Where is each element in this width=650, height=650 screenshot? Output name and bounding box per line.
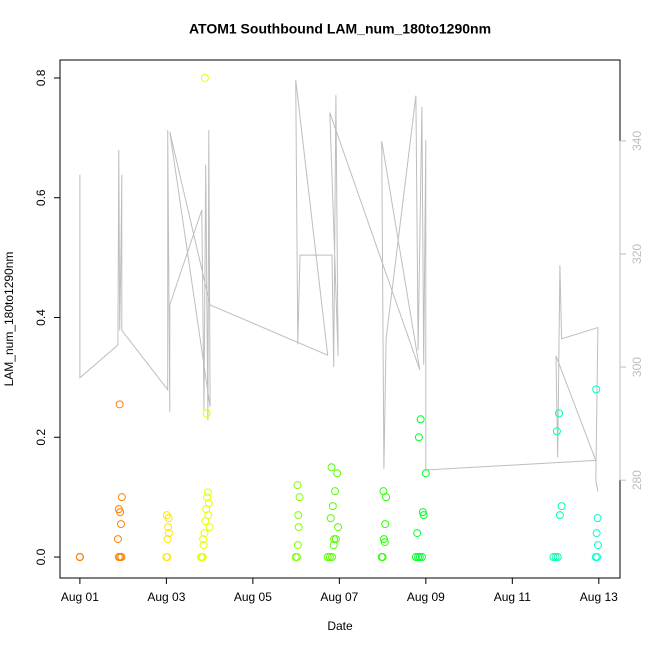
- point: [294, 523, 303, 532]
- x-tick-label: Aug 01: [61, 590, 99, 604]
- point: [334, 523, 343, 532]
- point: [203, 488, 212, 497]
- point: [549, 553, 558, 562]
- x-tick-label: Aug 09: [407, 590, 445, 604]
- y-axis-label: LAM_num_180to1290nm: [2, 252, 16, 387]
- point: [330, 535, 339, 544]
- point: [113, 535, 122, 544]
- point: [327, 463, 336, 472]
- point: [328, 553, 336, 562]
- point: [295, 493, 304, 502]
- point: [162, 511, 171, 520]
- point: [199, 535, 208, 544]
- x-axis-label: Date: [327, 619, 353, 633]
- line-series: [79, 79, 599, 492]
- x-tick-label: Aug 13: [580, 590, 618, 604]
- point: [592, 529, 601, 538]
- y-tick-label: 0.6: [34, 189, 48, 206]
- point: [415, 553, 424, 562]
- point: [117, 493, 126, 502]
- point: [414, 433, 423, 442]
- y2-tick-label: 340: [630, 131, 644, 151]
- point: [75, 553, 84, 562]
- point: [164, 523, 173, 532]
- point: [553, 553, 562, 562]
- x-tick-label: Aug 05: [234, 590, 272, 604]
- point: [164, 529, 173, 538]
- point: [331, 487, 340, 496]
- point: [163, 553, 172, 562]
- point: [293, 541, 302, 550]
- point: [323, 553, 332, 562]
- y-tick-label: 0.2: [34, 429, 48, 446]
- x-tick-label: Aug 03: [147, 590, 185, 604]
- point: [381, 520, 390, 529]
- point: [115, 400, 124, 409]
- point: [116, 508, 125, 517]
- point: [116, 520, 125, 529]
- y2-tick-label: 280: [630, 470, 644, 490]
- point: [593, 553, 602, 562]
- point: [205, 523, 214, 532]
- chart-title: ATOM1 Southbound LAM_num_180to1290nm: [189, 21, 491, 37]
- point: [552, 427, 561, 436]
- point: [413, 529, 422, 538]
- point: [204, 499, 213, 508]
- point: [200, 529, 209, 538]
- point: [380, 538, 389, 547]
- point: [416, 415, 425, 424]
- point: [293, 481, 302, 490]
- point: [202, 409, 211, 418]
- point: [198, 553, 207, 562]
- point: [378, 553, 387, 562]
- point: [551, 553, 560, 562]
- point: [379, 487, 388, 496]
- x-tick-label: Aug 07: [320, 590, 358, 604]
- plot-frame: [59, 59, 621, 579]
- point: [328, 502, 337, 511]
- point: [411, 553, 420, 562]
- x-tick-label: Aug 11: [494, 590, 531, 604]
- point: [417, 553, 426, 562]
- point: [163, 535, 172, 544]
- y-tick-label: 0.8: [34, 69, 48, 86]
- point: [292, 553, 301, 562]
- point: [557, 502, 566, 511]
- point: [592, 385, 601, 394]
- point: [199, 541, 208, 550]
- y2-tick-label: 320: [630, 244, 644, 264]
- y2-tick-label: 300: [630, 357, 644, 377]
- point: [326, 514, 335, 523]
- point: [333, 469, 342, 478]
- point: [117, 553, 126, 562]
- point: [593, 514, 602, 523]
- point: [203, 493, 212, 502]
- point: [325, 553, 334, 562]
- point: [294, 511, 303, 520]
- point: [331, 535, 340, 544]
- point: [421, 469, 430, 478]
- point: [593, 541, 602, 550]
- point: [555, 409, 564, 418]
- point: [200, 73, 209, 82]
- point: [418, 508, 427, 517]
- y-tick-label: 0.4: [34, 309, 48, 326]
- point: [555, 511, 564, 520]
- point: [204, 511, 213, 520]
- y-tick-label: 0.0: [34, 548, 48, 565]
